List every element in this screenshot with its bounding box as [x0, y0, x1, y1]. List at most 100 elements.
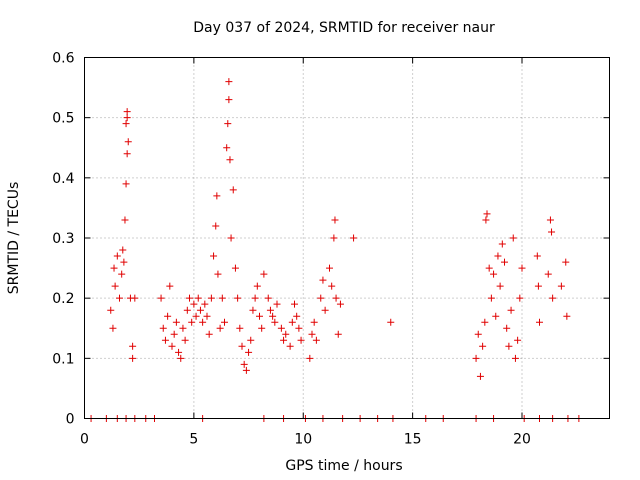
- data-point: [124, 138, 132, 146]
- data-point: [168, 342, 176, 350]
- data-point: [562, 258, 570, 266]
- data-point: [277, 324, 285, 332]
- data-point: [110, 264, 118, 272]
- data-point: [288, 318, 296, 326]
- data-point: [177, 354, 185, 362]
- data-point: [534, 282, 542, 290]
- data-point: [234, 294, 242, 302]
- data-point: [226, 156, 234, 164]
- data-point: [214, 270, 222, 278]
- data-point: [201, 300, 209, 308]
- x-tick-label: 20: [513, 432, 531, 448]
- y-axis-ticks: 0 0.1 0.2 0.3 0.4 0.5 0.6: [52, 51, 610, 428]
- data-point: [544, 270, 552, 278]
- data-point: [159, 324, 167, 332]
- data-point: [119, 246, 127, 254]
- data-point: [164, 312, 172, 320]
- data-point: [557, 282, 565, 290]
- data-point: [194, 294, 202, 302]
- y-axis-label: SRMTID / TECUs: [6, 182, 22, 295]
- data-point: [516, 294, 524, 302]
- data-point: [183, 306, 191, 314]
- data-point: [321, 306, 329, 314]
- data-point: [472, 354, 480, 362]
- data-point: [192, 312, 200, 320]
- y-tick-label: 0: [66, 412, 75, 428]
- data-point: [498, 240, 506, 248]
- data-point: [223, 144, 231, 152]
- data-point: [328, 282, 336, 290]
- data-point: [190, 300, 198, 308]
- data-point: [123, 150, 131, 158]
- data-point: [286, 342, 294, 350]
- grid-layer: [84, 57, 610, 419]
- data-point: [210, 252, 218, 260]
- data-point: [122, 180, 130, 188]
- data-point: [166, 282, 174, 290]
- x-tick-label: 5: [189, 432, 198, 448]
- data-point: [482, 216, 490, 224]
- data-point: [387, 318, 395, 326]
- data-point: [269, 312, 277, 320]
- data-point: [563, 312, 571, 320]
- data-points: [87, 78, 583, 422]
- data-point: [179, 324, 187, 332]
- data-point: [123, 114, 131, 122]
- data-point: [203, 312, 211, 320]
- data-point: [129, 342, 137, 350]
- data-point: [479, 342, 487, 350]
- data-point: [247, 336, 255, 344]
- data-point: [113, 252, 121, 260]
- data-point: [273, 300, 281, 308]
- data-point: [213, 192, 221, 200]
- data-point: [249, 306, 257, 314]
- x-axis-label: GPS time / hours: [285, 458, 402, 474]
- data-point: [122, 120, 130, 128]
- data-point: [331, 216, 339, 224]
- data-point: [319, 276, 327, 284]
- data-point: [216, 324, 224, 332]
- data-point: [330, 234, 338, 242]
- data-point: [514, 336, 522, 344]
- x-tick-label: 0: [80, 432, 89, 448]
- data-point: [212, 222, 220, 230]
- data-point: [253, 282, 261, 290]
- x-axis-ticks: 0 5 10 15 20: [80, 57, 531, 448]
- data-point: [334, 330, 342, 338]
- data-point: [111, 282, 119, 290]
- data-point: [509, 234, 517, 242]
- data-point: [118, 270, 126, 278]
- data-point: [157, 294, 165, 302]
- data-point: [518, 264, 526, 272]
- data-point: [501, 258, 508, 266]
- data-point: [172, 318, 180, 326]
- data-point: [218, 294, 226, 302]
- data-point: [240, 360, 248, 368]
- y-tick-label: 0.4: [52, 171, 74, 187]
- data-point: [260, 270, 268, 278]
- x-tick-label: 15: [404, 432, 422, 448]
- data-point: [251, 294, 259, 302]
- data-point: [549, 294, 557, 302]
- data-point: [487, 294, 495, 302]
- data-point: [256, 312, 263, 320]
- plot-frame: [84, 57, 610, 419]
- data-point: [326, 264, 333, 272]
- data-point: [175, 348, 183, 356]
- data-point: [505, 342, 513, 350]
- data-point: [186, 294, 193, 302]
- data-point: [271, 318, 279, 326]
- data-point: [492, 312, 500, 320]
- data-point: [546, 216, 554, 224]
- data-point: [221, 318, 228, 326]
- data-point: [474, 330, 482, 338]
- data-point: [121, 216, 129, 224]
- data-point: [225, 78, 233, 86]
- data-point: [264, 294, 272, 302]
- data-point: [229, 186, 237, 194]
- data-point: [225, 96, 233, 104]
- data-point: [297, 336, 305, 344]
- data-point: [131, 294, 139, 302]
- data-point: [238, 342, 246, 350]
